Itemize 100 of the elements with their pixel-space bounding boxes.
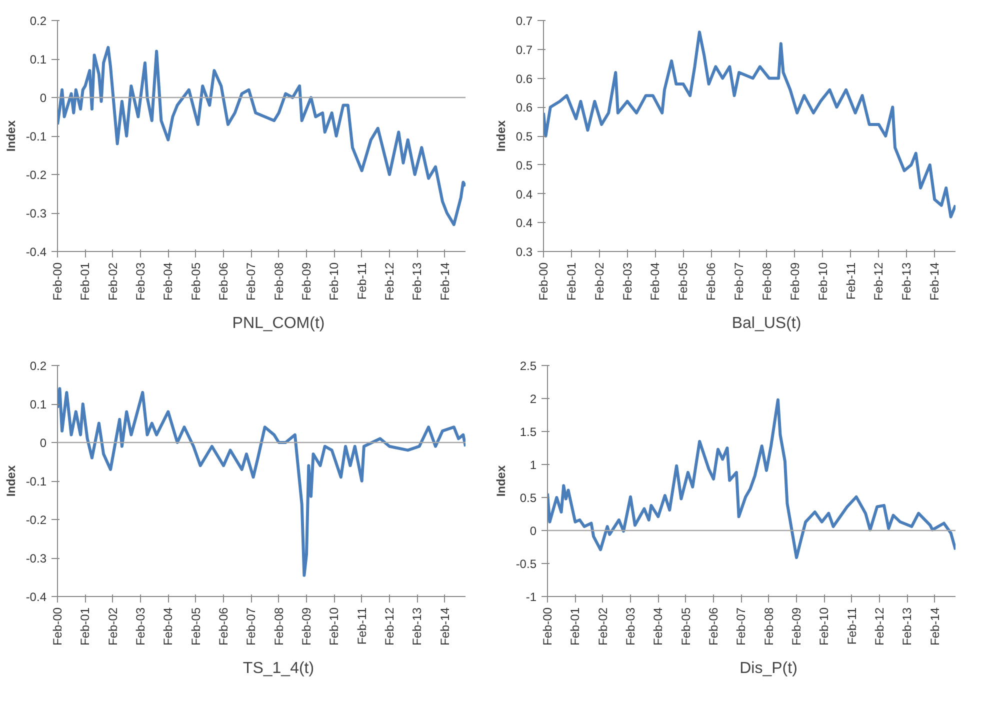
x-tick-label: Feb-11 xyxy=(844,607,859,645)
x-tick-label: Feb-08 xyxy=(272,607,286,646)
x-tick-label: Feb-09 xyxy=(790,607,804,646)
x-tick-label: Feb-02 xyxy=(106,607,120,646)
x-tick-label: Feb-14 xyxy=(928,607,942,646)
x-tick-label: Feb-05 xyxy=(188,262,203,301)
text: PNL_COM(t) xyxy=(232,315,325,333)
y-tick-label: 0 xyxy=(40,91,47,105)
y-tick-label: 0 xyxy=(40,436,47,450)
x-tick-label: Feb-05 xyxy=(678,607,693,646)
y-tick-label: 2.5 xyxy=(520,359,537,373)
x-tick-label: Feb-01 xyxy=(564,262,578,301)
x-tick-label: Feb-06 xyxy=(216,262,231,301)
line-series xyxy=(544,30,956,218)
x-tick-label: Feb-09 xyxy=(300,607,314,646)
x-tick-label: Feb-10 xyxy=(817,607,832,646)
y-tick-label: -0.4 xyxy=(26,245,47,259)
x-tick-label: Feb-03 xyxy=(134,262,148,301)
x-tick-label: Feb-08 xyxy=(762,607,776,646)
y-tick-label: -0.4 xyxy=(26,590,47,604)
y-axis-title: Index xyxy=(4,120,18,152)
x-tick-label: Feb-09 xyxy=(300,262,314,301)
y-tick-label: 0.3 xyxy=(516,245,533,259)
x-tick-label: Feb-10 xyxy=(327,262,342,301)
x-tick-label: Feb-06 xyxy=(704,262,718,301)
x-tick-label: Feb-11 xyxy=(354,262,369,300)
x-tick-label: Feb-12 xyxy=(382,262,396,301)
x-tick-label: Feb-01 xyxy=(78,262,92,301)
y-tick-label: 0.5 xyxy=(516,158,533,172)
x-tick-label: Feb-00 xyxy=(536,262,550,301)
x-tick-label: Feb-11 xyxy=(354,607,369,645)
line-series xyxy=(548,398,956,560)
y-tick-label: 0.7 xyxy=(516,42,533,57)
y-tick-label: 0.7 xyxy=(516,14,533,28)
x-tick-label: Feb-09 xyxy=(788,262,802,301)
y-axis-title: Index xyxy=(494,120,508,152)
text: TS_1_4(t) xyxy=(242,660,314,678)
x-tick-label: Feb-00 xyxy=(50,262,64,301)
line-series xyxy=(58,387,466,577)
x-tick-label: Feb-04 xyxy=(651,607,666,646)
y-tick-label: 1.5 xyxy=(520,425,537,439)
y-tick-label: -0.2 xyxy=(26,513,47,527)
x-tick-label: Feb-00 xyxy=(50,607,64,646)
y-tick-label: 0 xyxy=(530,524,537,538)
y-tick-label: -0.5 xyxy=(516,557,537,571)
x-tick-label: Feb-13 xyxy=(410,262,424,301)
y-tick-label: 0.2 xyxy=(30,14,47,28)
text: Bal_US(t) xyxy=(732,315,802,333)
x-tick-label: Feb-06 xyxy=(706,607,721,646)
x-tick-label: Feb-06 xyxy=(216,607,231,646)
x-tick-label: Feb-01 xyxy=(78,607,92,646)
y-tick-label: 0.6 xyxy=(516,72,533,86)
x-tick-label: Feb-12 xyxy=(872,607,886,646)
y-tick-label: 0.4 xyxy=(516,216,533,230)
y-tick-label: 0.4 xyxy=(516,187,533,202)
y-axis-title: Index xyxy=(494,465,508,497)
y-tick-label: 0.1 xyxy=(30,52,47,66)
y-axis-title: Index xyxy=(4,465,18,497)
x-tick-label: Feb-00 xyxy=(540,607,554,646)
x-tick-label: Feb-08 xyxy=(760,262,774,301)
y-tick-label: 0.2 xyxy=(30,359,47,373)
x-tick-label: Feb-12 xyxy=(872,262,886,301)
x-tick-label: Feb-02 xyxy=(592,262,606,301)
y-tick-label: -0.3 xyxy=(26,206,47,220)
y-tick-label: -0.1 xyxy=(26,474,47,488)
x-tick-label: Feb-02 xyxy=(106,262,120,301)
x-tick-label: Feb-07 xyxy=(244,607,258,646)
x-tick-label: Feb-07 xyxy=(244,262,258,301)
y-tick-label: 0.5 xyxy=(516,130,533,144)
y-tick-label: 1 xyxy=(530,458,537,472)
x-tick-label: Feb-14 xyxy=(438,262,452,301)
x-tick-label: Feb-13 xyxy=(900,262,914,301)
x-tick-label: Feb-03 xyxy=(624,607,638,646)
x-tick-label: Feb-13 xyxy=(410,607,424,646)
x-tick-label: Feb-04 xyxy=(161,607,176,646)
y-tick-label: 0.1 xyxy=(30,398,47,412)
y-tick-label: -0.1 xyxy=(26,130,47,144)
x-tick-label: Feb-03 xyxy=(620,262,634,301)
y-tick-label: 2 xyxy=(530,392,537,406)
line-series xyxy=(58,46,466,226)
x-tick-label: Feb-04 xyxy=(161,262,176,301)
x-tick-label: Feb-03 xyxy=(134,607,148,646)
y-tick-label: -1 xyxy=(526,590,537,604)
x-tick-label: Feb-05 xyxy=(676,262,690,301)
x-tick-label: Feb-07 xyxy=(732,262,746,301)
text: Dis_P(t) xyxy=(740,660,798,678)
y-tick-label: -0.3 xyxy=(26,552,47,566)
x-tick-label: Feb-10 xyxy=(816,262,830,301)
x-tick-label: Feb-02 xyxy=(596,607,610,646)
x-tick-label: Feb-12 xyxy=(382,607,396,646)
x-tick-label: Feb-04 xyxy=(648,262,662,301)
x-tick-label: Feb-14 xyxy=(928,262,942,301)
x-tick-label: Feb-13 xyxy=(900,607,914,646)
x-tick-label: Feb-11 xyxy=(844,262,858,300)
y-tick-label: -0.2 xyxy=(26,168,47,182)
x-tick-label: Feb-10 xyxy=(327,607,342,646)
x-tick-label: Feb-05 xyxy=(188,607,203,646)
x-tick-label: Feb-01 xyxy=(568,607,582,646)
y-tick-label: 0.6 xyxy=(516,100,533,115)
y-tick-label: 0.5 xyxy=(520,491,537,505)
